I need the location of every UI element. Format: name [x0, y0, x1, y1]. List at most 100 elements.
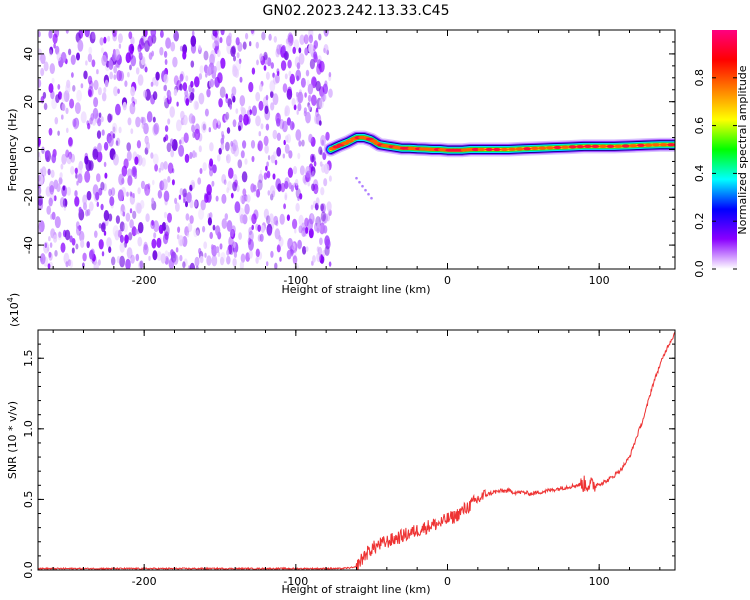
noise-blob — [247, 237, 252, 245]
stray-dot — [370, 196, 373, 200]
noise-blob — [260, 224, 265, 233]
noise-blob — [288, 150, 293, 159]
noise-blob — [198, 208, 205, 220]
noise-blob — [173, 89, 178, 96]
noise-blob — [117, 33, 123, 44]
noise-blob — [275, 73, 280, 84]
noise-blob — [297, 91, 304, 104]
noise-blob — [314, 114, 319, 125]
noise-blob — [91, 59, 96, 68]
noise-blob — [119, 221, 125, 232]
noise-blob — [226, 127, 231, 134]
stray-dot — [355, 176, 358, 180]
noise-blob — [119, 234, 124, 243]
colorbar-ticks: 0.0 0.2 0.4 0.6 0.8 — [693, 69, 737, 278]
y-tick-label: 0 — [22, 146, 35, 153]
noise-blob — [163, 95, 167, 103]
noise-blob — [109, 196, 115, 207]
noise-blob — [235, 37, 240, 46]
noise-blob — [185, 75, 189, 82]
noise-blob — [113, 86, 119, 97]
noise-blob — [164, 231, 169, 241]
noise-blob — [126, 191, 129, 197]
noise-blob — [286, 35, 293, 48]
noise-blob — [287, 167, 293, 178]
noise-blob — [163, 190, 170, 202]
noise-blob — [301, 227, 307, 238]
noise-blob — [210, 49, 216, 61]
noise-blob — [104, 79, 109, 88]
noise-blob — [151, 50, 155, 57]
noise-blob — [308, 133, 313, 143]
y-tick-label: -20 — [22, 188, 35, 206]
noise-blob — [136, 202, 142, 214]
noise-blob — [49, 46, 54, 55]
noise-blob — [54, 117, 59, 125]
noise-blob — [68, 48, 72, 56]
noise-blob — [182, 261, 186, 269]
y-tick-label: 40 — [22, 47, 35, 61]
noise-blob — [136, 140, 141, 149]
noise-blob — [248, 230, 254, 242]
y-multiplier-label: (x104) — [6, 293, 21, 327]
noise-blob — [148, 255, 151, 261]
noise-blob — [198, 145, 202, 153]
noise-blob — [328, 71, 332, 78]
noise-blob — [41, 146, 45, 154]
noise-blob — [299, 34, 305, 46]
noise-blob — [154, 163, 159, 172]
noise-blob — [111, 30, 118, 37]
noise-blob — [238, 125, 242, 132]
noise-blob — [313, 161, 317, 167]
signal-peak — [629, 144, 638, 148]
noise-blob — [160, 253, 166, 264]
noise-blob — [267, 226, 272, 237]
noise-blob — [220, 57, 226, 69]
noise-blob — [258, 131, 262, 137]
noise-blob — [38, 175, 41, 182]
noise-blob — [126, 247, 133, 259]
signal-peak — [477, 147, 486, 152]
noise-blob — [229, 104, 232, 110]
noise-blob — [266, 215, 271, 225]
x-tick-label: 0 — [444, 575, 451, 588]
noise-blob — [212, 42, 216, 49]
signal-peak — [545, 146, 554, 150]
noise-blob — [80, 83, 84, 89]
colorbar-tick-label: 0.8 — [693, 69, 706, 87]
noise-blob — [207, 217, 212, 226]
noise-blob — [145, 141, 150, 151]
noise-blob — [134, 156, 139, 165]
noise-blob — [74, 190, 78, 197]
noise-blob — [214, 31, 218, 38]
noise-blob — [126, 150, 132, 162]
noise-blob — [273, 215, 279, 226]
noise-blob — [127, 175, 133, 186]
noise-blob — [323, 30, 329, 37]
noise-blob — [230, 192, 234, 199]
noise-blob — [263, 135, 269, 146]
noise-blob — [239, 214, 245, 224]
noise-blob — [313, 183, 319, 195]
noise-blob — [135, 253, 140, 262]
noise-blob — [305, 111, 311, 124]
noise-blob — [298, 214, 304, 226]
noise-blob — [233, 55, 236, 62]
noise-blob — [285, 41, 292, 54]
noise-blob — [301, 139, 305, 147]
noise-blob — [203, 241, 208, 249]
noise-blob — [303, 34, 309, 45]
noise-blob — [155, 71, 160, 81]
noise-blob — [305, 69, 310, 77]
noise-blob — [328, 261, 332, 267]
colorbar-tick-label: 0.0 — [693, 260, 706, 278]
noise-blob — [40, 253, 46, 265]
signal-peak — [599, 144, 607, 148]
noise-blob — [265, 165, 268, 172]
noise-blob — [103, 141, 109, 151]
noise-blob — [49, 185, 55, 195]
noise-blob — [96, 69, 99, 75]
noise-blob — [234, 179, 239, 188]
noise-blob — [257, 179, 263, 191]
